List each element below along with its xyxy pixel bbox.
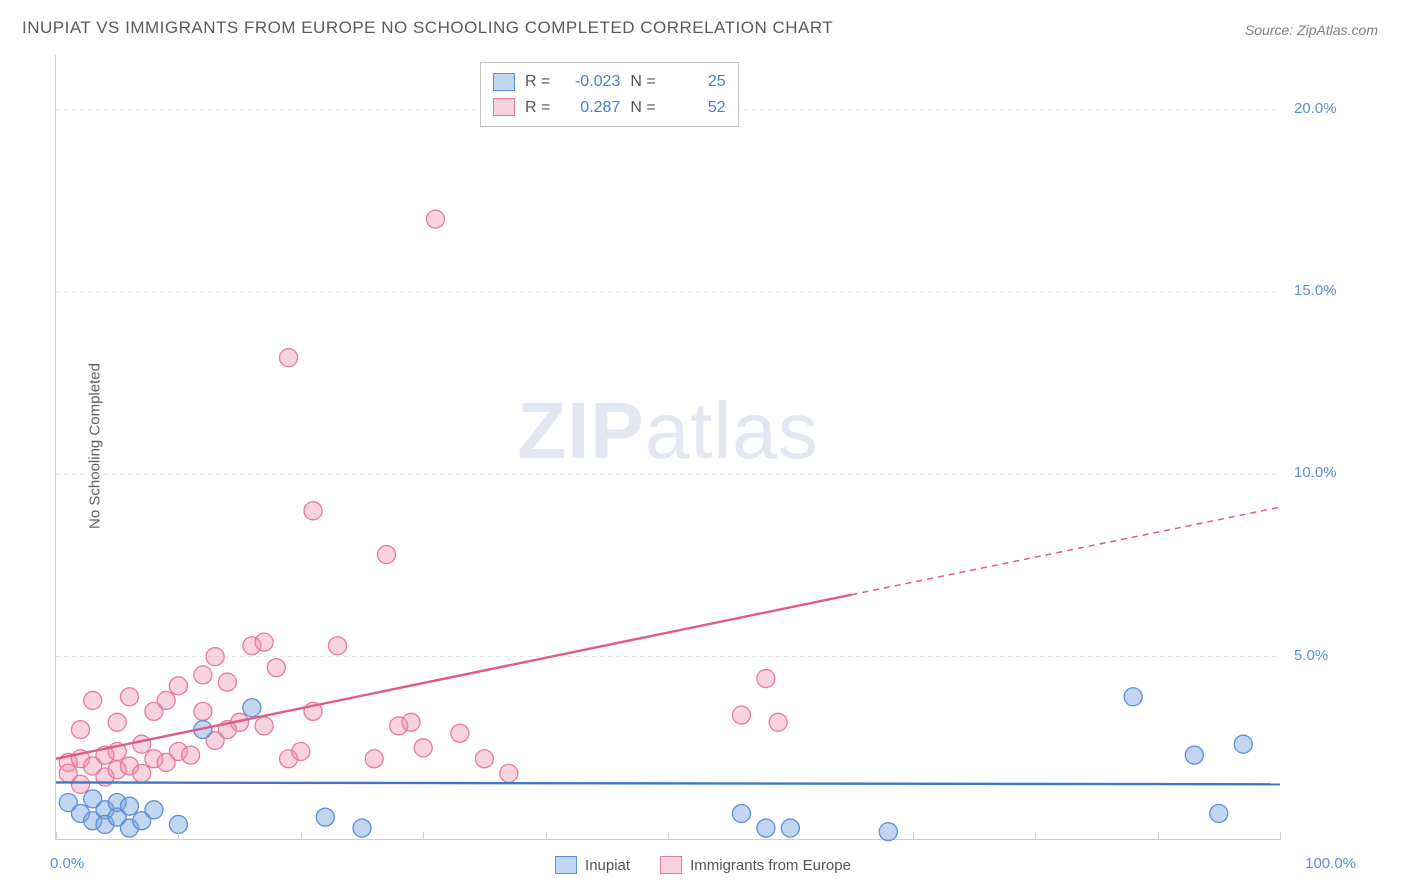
info-row-europe: R = 0.287 N = 52 — [493, 95, 726, 121]
x-tick-mark — [668, 832, 669, 840]
n-value-europe: 52 — [666, 95, 726, 121]
x-tick-mark — [178, 832, 179, 840]
n-label: N = — [630, 95, 655, 121]
chart-plot-area: ZIPatlas — [55, 55, 1280, 840]
y-tick-label: 10.0% — [1294, 464, 1337, 481]
x-tick-mark — [301, 832, 302, 840]
x-tick-mark — [1158, 832, 1159, 840]
legend-swatch-europe — [660, 856, 682, 874]
series-legend: Inupiat Immigrants from Europe — [555, 856, 851, 874]
y-tick-label: 20.0% — [1294, 100, 1337, 117]
x-axis-min-label: 0.0% — [50, 855, 84, 872]
correlation-info-box: R = -0.023 N = 25 R = 0.287 N = 52 — [480, 62, 739, 127]
y-tick-label: 5.0% — [1294, 647, 1328, 664]
x-tick-mark — [56, 832, 57, 840]
r-label: R = — [525, 95, 550, 121]
x-tick-mark — [1035, 832, 1036, 840]
legend-label-europe: Immigrants from Europe — [690, 857, 851, 874]
legend-swatch-inupiat — [555, 856, 577, 874]
r-value-inupiat: -0.023 — [560, 69, 620, 95]
swatch-inupiat — [493, 73, 515, 91]
x-tick-mark — [790, 832, 791, 840]
source-attribution: Source: ZipAtlas.com — [1245, 22, 1378, 38]
legend-label-inupiat: Inupiat — [585, 857, 630, 874]
n-value-inupiat: 25 — [666, 69, 726, 95]
info-row-inupiat: R = -0.023 N = 25 — [493, 69, 726, 95]
plot-svg — [56, 55, 1280, 839]
r-label: R = — [525, 69, 550, 95]
x-tick-mark — [913, 832, 914, 840]
chart-title: INUPIAT VS IMMIGRANTS FROM EUROPE NO SCH… — [22, 18, 833, 38]
x-tick-mark — [423, 832, 424, 840]
n-label: N = — [630, 69, 655, 95]
swatch-europe — [493, 98, 515, 116]
x-tick-mark — [546, 832, 547, 840]
x-axis-max-label: 100.0% — [1305, 855, 1356, 872]
r-value-europe: 0.287 — [560, 95, 620, 121]
x-tick-mark — [1280, 832, 1281, 840]
y-tick-label: 15.0% — [1294, 282, 1337, 299]
legend-item-europe: Immigrants from Europe — [660, 856, 851, 874]
legend-item-inupiat: Inupiat — [555, 856, 630, 874]
